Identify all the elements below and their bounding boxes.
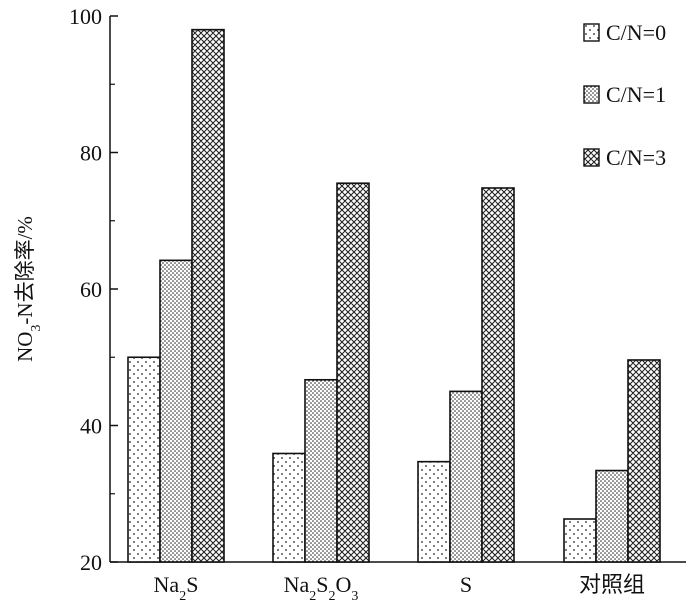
legend: C/N=0 C/N=1 C/N=3 xyxy=(583,20,666,170)
y-tick-label: 20 xyxy=(80,550,102,575)
labels: 20 40 60 80 100 Na2S Na2S2O3 S 对照组 NO3-N去除率/% xyxy=(13,4,645,601)
y-tick-label: 60 xyxy=(80,277,102,302)
bar-c-n-3-1 xyxy=(336,182,370,563)
bars xyxy=(127,28,661,563)
x-tick-label: Na2S2O3 xyxy=(284,572,359,601)
bar-c-n-0-0 xyxy=(127,356,161,563)
y-tick-label: 80 xyxy=(80,141,102,166)
bar-c-n-1-3 xyxy=(595,469,629,563)
legend-swatch xyxy=(583,23,600,42)
legend-swatch xyxy=(583,148,600,167)
bar-c-n-0-3 xyxy=(563,518,597,563)
bar-c-n-3-2 xyxy=(481,187,515,563)
legend-label: C/N=1 xyxy=(606,82,666,107)
legend-swatch xyxy=(583,85,600,104)
legend-label: C/N=3 xyxy=(606,145,666,170)
x-tick-label: S xyxy=(460,572,472,597)
bar-c-n-1-1 xyxy=(304,378,338,563)
bar-c-n-3-0 xyxy=(191,28,225,563)
bar-c-n-3-3 xyxy=(627,359,661,563)
bar-c-n-1-2 xyxy=(449,390,483,563)
bar-c-n-0-2 xyxy=(417,460,451,563)
y-tick-label: 100 xyxy=(69,4,102,29)
y-tick-label: 40 xyxy=(80,414,102,439)
x-tick-label: Na2S xyxy=(154,572,199,601)
bar-c-n-0-1 xyxy=(272,452,306,563)
y-axis-label: NO3-N去除率/% xyxy=(13,216,44,362)
legend-label: C/N=0 xyxy=(606,20,666,45)
x-tick-label: 对照组 xyxy=(579,572,645,597)
bar-c-n-1-0 xyxy=(159,259,193,563)
